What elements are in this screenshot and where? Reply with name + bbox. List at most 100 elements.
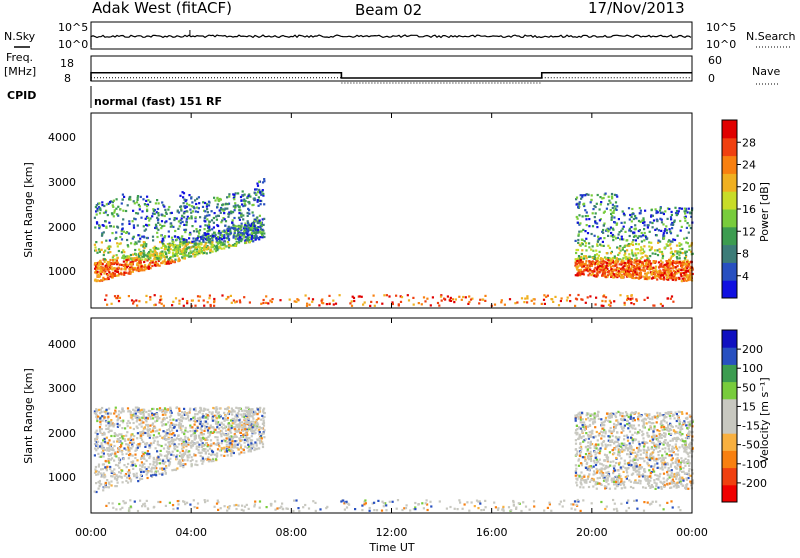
scatter-point (631, 266, 633, 268)
scatter-point (156, 461, 158, 463)
scatter-point (656, 421, 658, 423)
scatter-point (175, 407, 177, 409)
scatter-point (147, 426, 149, 428)
scatter-point (207, 409, 209, 411)
scatter-point (187, 431, 189, 433)
scatter-point (624, 231, 626, 233)
scatter-point (668, 265, 670, 267)
scatter-point (212, 451, 214, 453)
scatter-point (183, 452, 185, 454)
scatter-point (101, 451, 103, 453)
scatter-point (623, 213, 625, 215)
scatter-point (210, 443, 212, 445)
scatter-point (102, 420, 104, 422)
scatter-point (450, 297, 452, 299)
scatter-point (183, 212, 185, 214)
scatter-point (97, 453, 99, 455)
scatter-point (349, 302, 351, 304)
scatter-point (178, 300, 180, 302)
scatter-point (132, 271, 134, 273)
scatter-point (136, 459, 138, 461)
scatter-point (134, 257, 136, 259)
scatter-point (123, 261, 125, 263)
scatter-point (197, 211, 199, 213)
scatter-point (177, 247, 179, 249)
scatter-point (202, 201, 204, 203)
scatter-point (632, 239, 634, 241)
scatter-point (257, 191, 259, 193)
scatter-point (673, 270, 675, 272)
scatter-point (662, 235, 664, 237)
scatter-point (244, 433, 246, 435)
scatter-point (123, 257, 125, 259)
scatter-point (240, 200, 242, 202)
scatter-point (105, 211, 107, 213)
scatter-point (137, 234, 139, 236)
scatter-point (223, 412, 225, 414)
scatter-point (107, 442, 109, 444)
scatter-point (619, 273, 621, 275)
scatter-point (621, 268, 623, 270)
scatter-point (238, 241, 240, 243)
scatter-point (103, 486, 105, 488)
scatter-point (201, 236, 203, 238)
scatter-point (688, 249, 690, 251)
scatter-point (105, 421, 107, 423)
scatter-point (145, 301, 147, 303)
scatter-point (214, 429, 216, 431)
scatter-point (188, 450, 190, 452)
scatter-point (118, 250, 120, 252)
scatter-point (256, 216, 258, 218)
scatter-point (244, 446, 246, 448)
scatter-point (157, 222, 159, 224)
scatter-point (639, 277, 641, 279)
scatter-point (187, 415, 189, 417)
scatter-point (154, 294, 156, 296)
scatter-point (179, 241, 181, 243)
scatter-point (581, 253, 583, 255)
scatter-point (228, 449, 230, 451)
beam-title: Beam 02 (355, 1, 422, 19)
scatter-point (635, 239, 637, 241)
scatter-point (107, 274, 109, 276)
scatter-point (116, 254, 118, 256)
scatter-point (212, 420, 214, 422)
scatter-point (108, 486, 110, 488)
scatter-point (656, 220, 658, 222)
scatter-point (162, 253, 164, 255)
scatter-point (198, 411, 200, 413)
scatter-point (217, 436, 219, 438)
scatter-point (260, 228, 262, 230)
scatter-point (581, 249, 583, 251)
scatter-point (230, 455, 232, 457)
scatter-point (225, 245, 227, 247)
scatter-point (139, 269, 141, 271)
scatter-point (591, 194, 593, 196)
scatter-point (149, 416, 151, 418)
scatter-point (104, 250, 106, 252)
scatter-point (137, 199, 139, 201)
scatter-point (121, 442, 123, 444)
scatter-point (191, 241, 193, 243)
scatter-point (202, 437, 204, 439)
scatter-point (149, 249, 151, 251)
scatter-point (96, 430, 98, 432)
scatter-point (254, 220, 256, 222)
scatter-point (257, 418, 259, 420)
scatter-point (666, 245, 668, 247)
scatter-point (143, 455, 145, 457)
scatter-point (136, 305, 138, 307)
scatter-point (196, 464, 198, 466)
scatter-point (123, 254, 125, 256)
scatter-point (605, 269, 607, 271)
scatter-point (108, 439, 110, 441)
scatter-point (117, 418, 119, 420)
scatter-point (677, 250, 679, 252)
scatter-point (105, 226, 107, 228)
scatter-point (217, 424, 219, 426)
scatter-point (191, 217, 193, 219)
scatter-point (205, 442, 207, 444)
scatter-point (143, 241, 145, 243)
scatter-point (597, 274, 599, 276)
scatter-point (213, 232, 215, 234)
